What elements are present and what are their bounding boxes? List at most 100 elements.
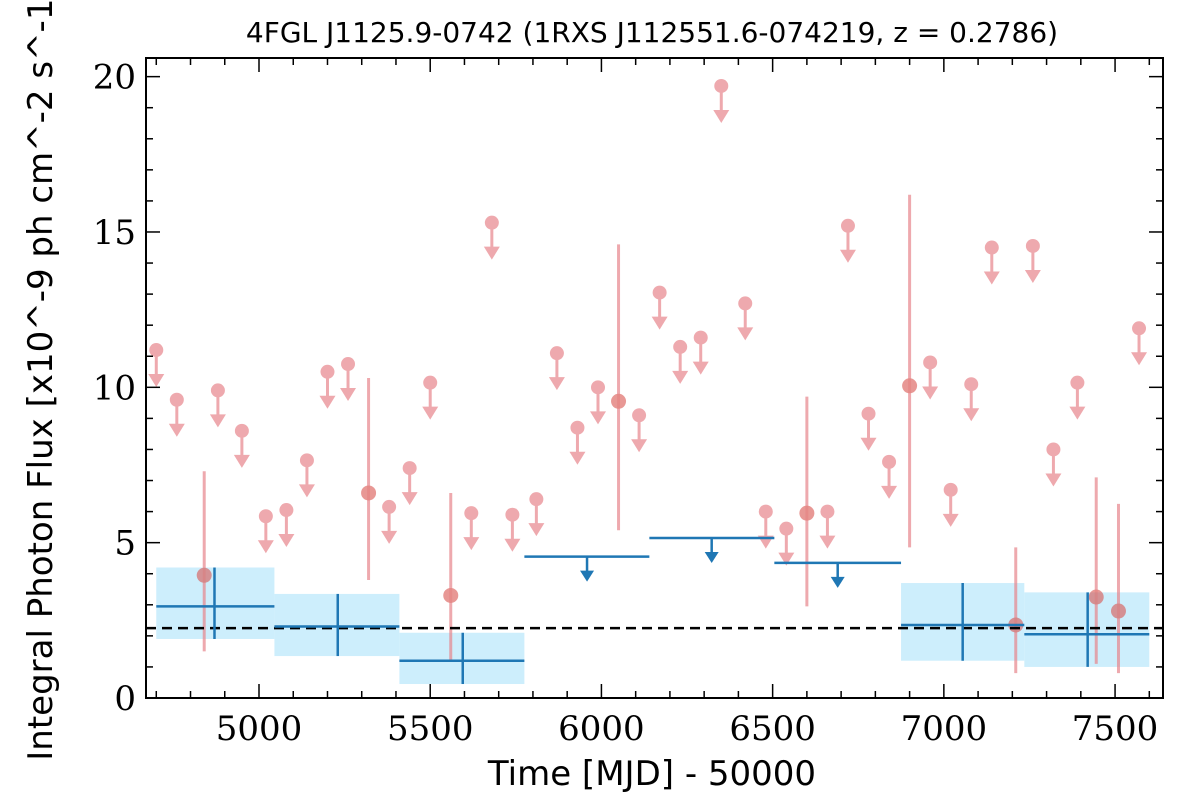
long-bin-detection [399,632,525,685]
upper-limit-point [423,375,438,390]
upper-limit-arrow [1069,406,1086,420]
upper-limit-arrow [1024,269,1041,283]
short-bin-upper-limit [548,346,565,391]
upper-limit-arrow [168,423,185,437]
upper-limit-arrow [569,451,586,465]
short-bin-detection [1110,503,1126,674]
upper-limit-arrow [737,327,754,341]
upper-limit-point [570,420,585,435]
upper-limit-arrow [651,316,668,330]
y-tick-labels: 0 5 10 15 20 [93,58,136,719]
short-bin-detection [902,194,918,548]
y-tick-label: 0 [114,679,136,719]
upper-limit-arrow [278,534,295,548]
short-bin-upper-limit [737,296,754,341]
short-bin-upper-limit [463,506,480,551]
long-bin-detection [274,593,400,657]
upper-limit-arrow [839,249,856,263]
upper-limit-arrow [922,386,939,400]
x-tick-label: 5500 [387,709,474,749]
short-bin-upper-limit [983,240,1000,285]
long-bin-ul-arrow [580,570,595,582]
detection-point [196,567,212,583]
detection-point [1088,589,1104,605]
detection-point [443,587,459,603]
short-bin-upper-limit [692,330,709,375]
upper-limit-arrow [548,377,565,391]
upper-limit-arrow [340,388,357,402]
detection-point [902,378,918,394]
x-tick-label: 6000 [558,709,645,749]
upper-limit-point [714,78,729,93]
x-tick-labels: 5000 5500 6000 6500 7000 7500 [216,709,1159,749]
upper-limit-point [382,499,397,514]
short-bin-upper-limits [148,78,1148,566]
upper-limit-arrow [713,109,730,123]
short-bin-upper-limit [148,343,165,388]
upper-limit-point [591,380,605,395]
upper-limit-point [693,330,708,345]
detection-point [799,505,815,521]
upper-limit-point [484,215,499,230]
x-tick-label: 5000 [216,709,303,749]
short-bin-upper-limit [209,383,226,428]
upper-limit-point [632,408,647,423]
upper-limit-point [505,507,520,522]
short-bin-upper-limit [922,355,939,400]
short-bin-detection [611,244,627,531]
long-bin-series [156,536,1150,685]
upper-limit-arrow [819,535,836,549]
upper-limit-point [882,454,897,469]
upper-limit-arrow [631,439,648,453]
short-bin-upper-limit [1024,238,1041,283]
y-tick-label: 15 [93,213,136,253]
short-bin-detection [361,378,377,580]
short-bin-upper-limit [651,285,668,330]
short-bin-upper-limit [713,78,730,123]
y-tick-label: 10 [93,368,136,408]
upper-limit-arrow [209,414,226,428]
upper-limit-arrow [942,513,959,527]
upper-limit-point [279,503,294,518]
upper-limit-arrow [319,395,336,409]
upper-limit-arrow [298,484,315,498]
short-bin-detection [443,492,459,661]
x-tick-label: 7500 [1072,709,1159,749]
short-bin-detection [1088,477,1104,664]
short-bin-upper-limit [672,339,689,384]
upper-limit-arrow [1131,352,1148,366]
upper-limit-point [258,509,273,524]
upper-limit-point [758,504,773,519]
y-axis-title: Integral Photon Flux [x10^-9 ph cm^-2 s^… [21,0,61,761]
long-bin-detection [901,583,1025,661]
upper-limit-arrow [692,361,709,375]
short-bin-upper-limit [963,377,980,422]
upper-limit-point [738,296,753,311]
plot-axes [145,57,1164,699]
short-bin-upper-limit [483,215,500,260]
short-bin-upper-limit [881,454,898,499]
short-bin-detection [799,396,815,607]
upper-limit-arrow [672,370,689,384]
short-bin-upper-limit [631,408,648,453]
x-axis-title: Time [MJD] - 50000 [487,754,816,794]
upper-limit-point [923,355,938,370]
short-bin-upper-limit [401,461,418,506]
upper-limit-point [840,218,855,233]
upper-limit-point [320,364,335,379]
upper-limit-arrow [860,437,877,451]
upper-limit-arrow [233,454,250,468]
plot-frame [145,57,1164,699]
long-bin-detection [1024,592,1150,667]
long-bin-upper-limit [774,561,902,588]
upper-limit-point [984,240,999,255]
upper-limit-arrow [463,537,480,551]
upper-limit-arrow [778,552,795,566]
detection-point [1110,603,1126,619]
x-tick-label: 7000 [901,709,988,749]
upper-limit-arrow [257,540,274,554]
upper-limit-point [341,357,356,372]
chart-title: 4FGL J1125.9-0742 (1RXS J112551.6-074219… [246,16,1058,49]
upper-limit-point [943,482,958,497]
